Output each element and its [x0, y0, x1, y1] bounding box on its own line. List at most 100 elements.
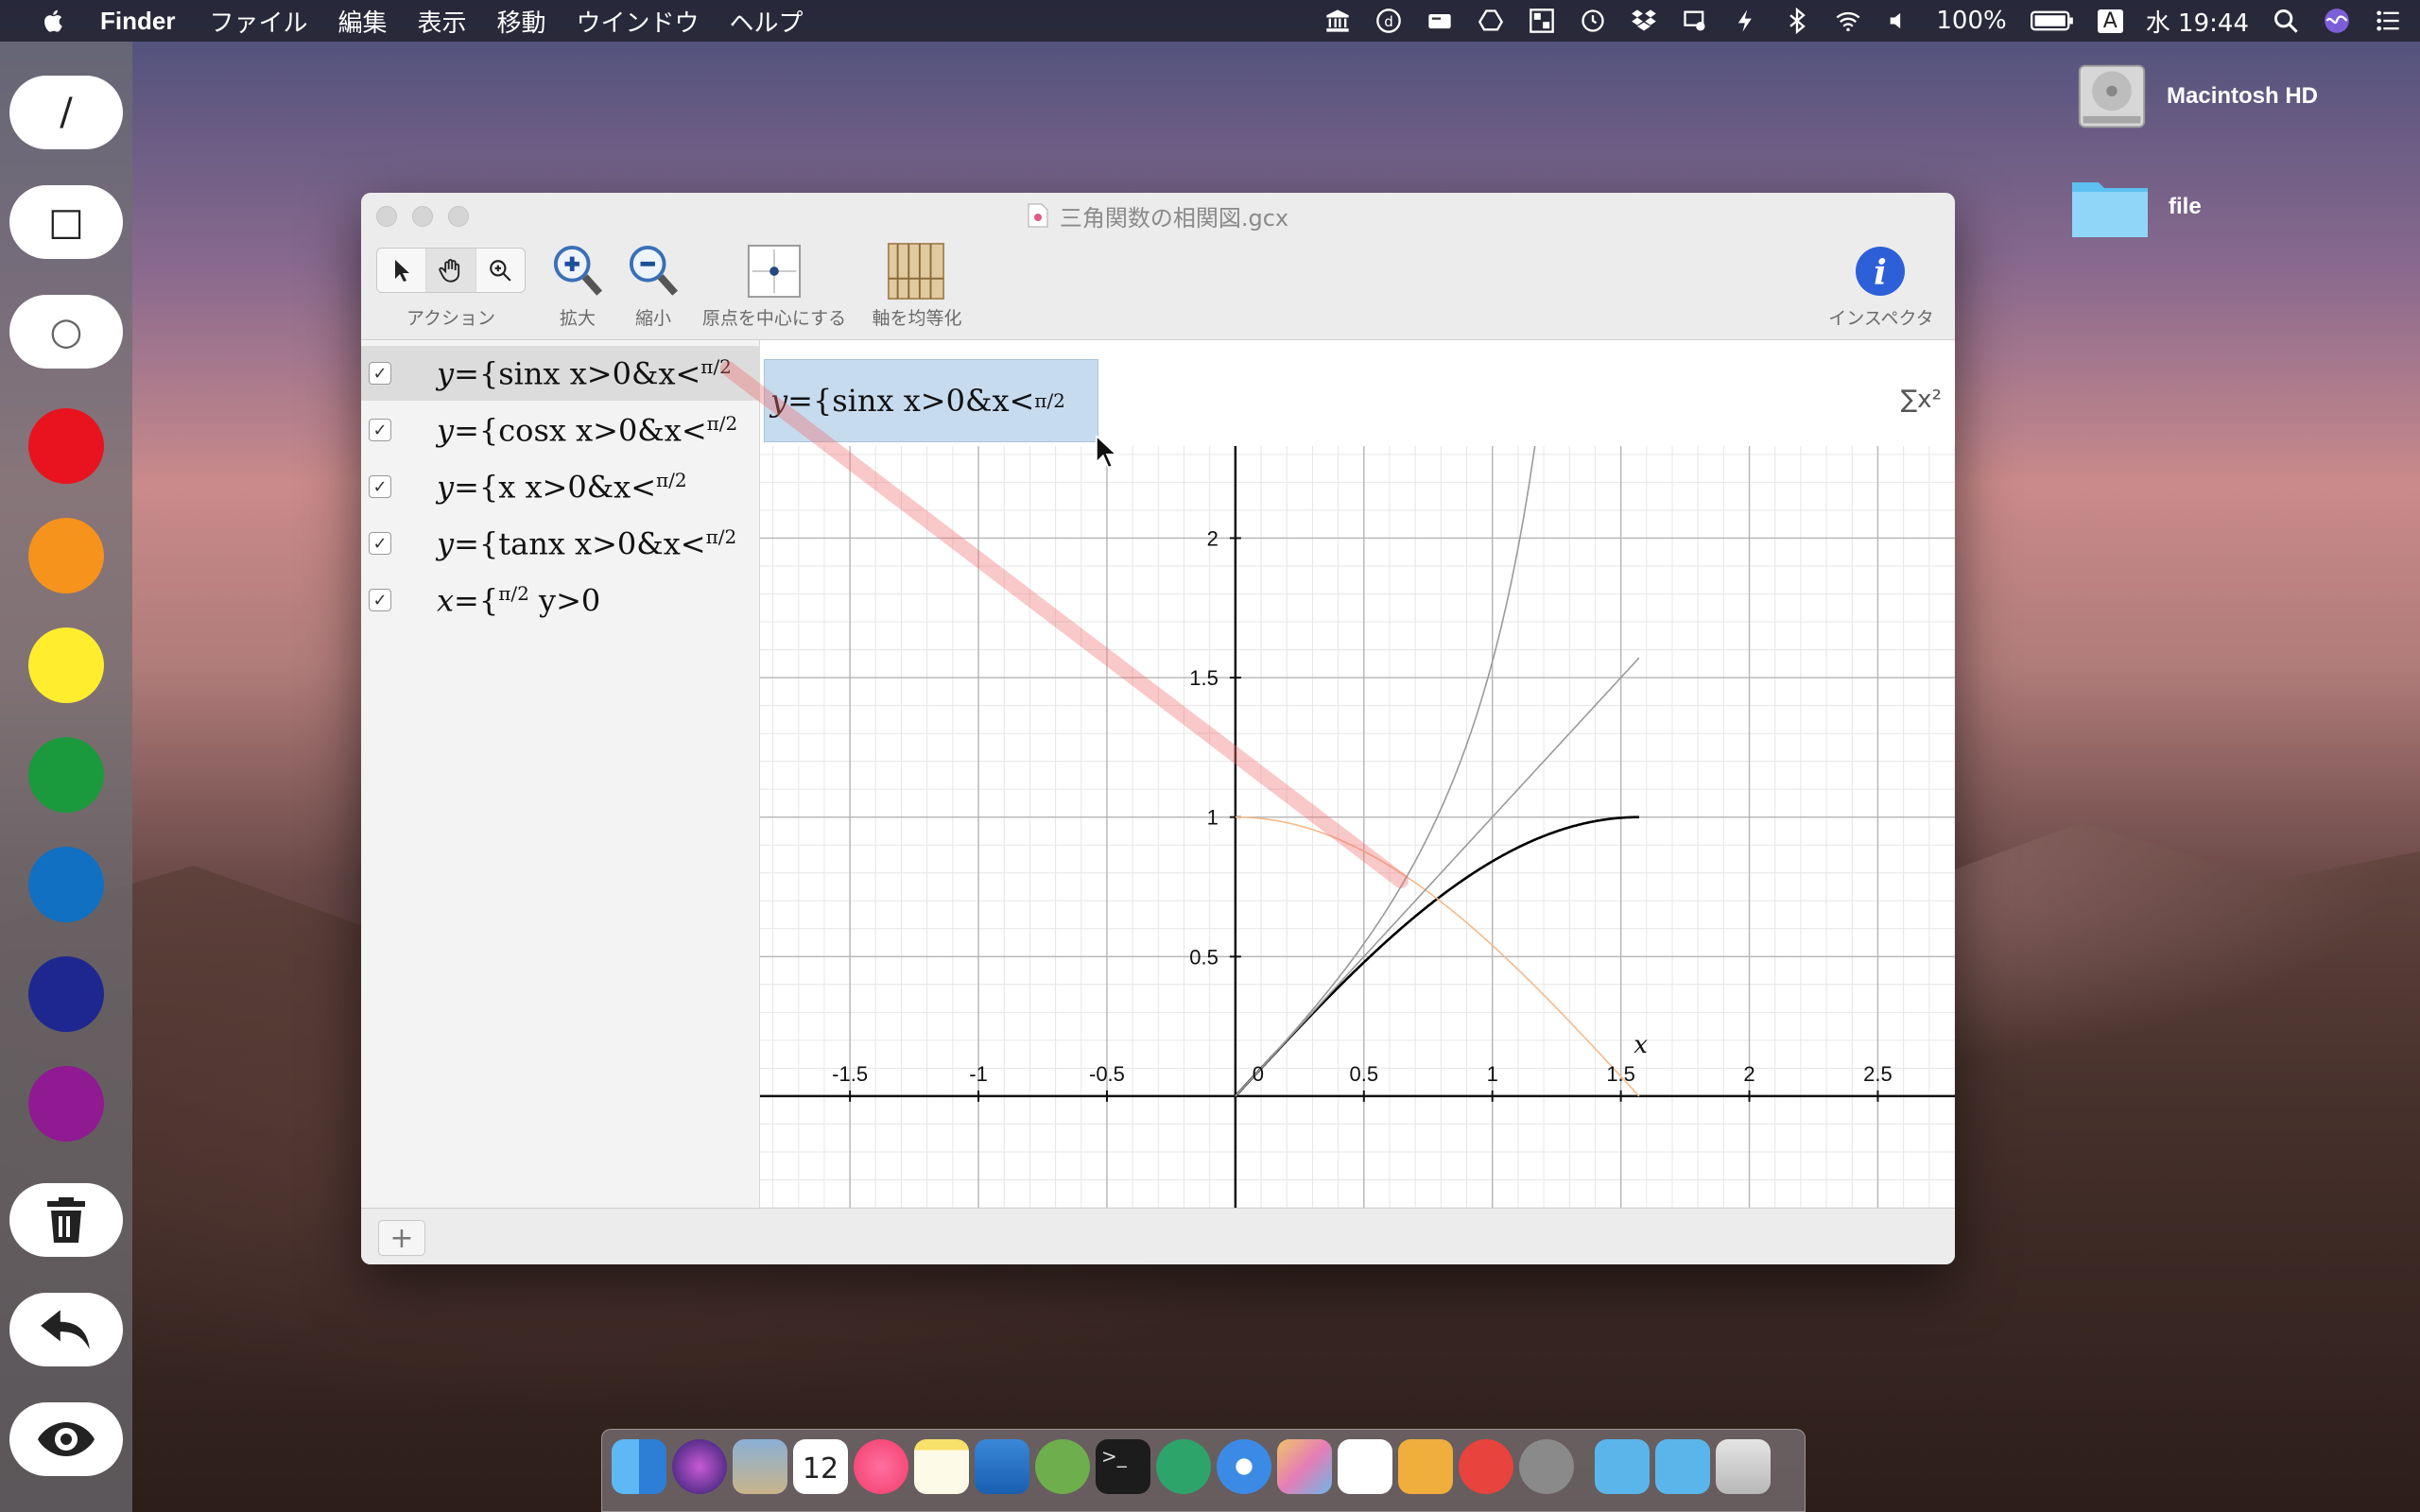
- x-tick-label: -0.5: [1089, 1062, 1125, 1086]
- menu-clock[interactable]: 水 19:44: [2145, 9, 2249, 38]
- color-orange-button[interactable]: [28, 518, 104, 593]
- equation-row[interactable]: ✓ y={x x>0&x<π/2: [361, 459, 760, 514]
- menu-window[interactable]: ウインドウ: [576, 9, 700, 38]
- y-tick-label: 0.5: [1189, 945, 1219, 969]
- equation-row[interactable]: ✓ y={sinx x>0&x<π/2: [361, 346, 760, 401]
- grid-app-icon[interactable]: [1529, 8, 1555, 34]
- safari-dock-icon[interactable]: [1217, 1439, 1271, 1494]
- visibility-button[interactable]: [9, 1402, 123, 1476]
- battery-percent[interactable]: 100%: [1936, 7, 2007, 35]
- zoom-out-icon: [629, 246, 679, 296]
- calendar-dock-icon[interactable]: 12: [793, 1439, 848, 1494]
- y-tick-label: 2: [1207, 526, 1219, 550]
- x-tick-label: 0.5: [1349, 1062, 1378, 1086]
- color-yellow-button[interactable]: [28, 627, 104, 703]
- xcode-dock-icon[interactable]: [975, 1439, 1029, 1494]
- spotlight-search-icon[interactable]: [2273, 8, 2299, 34]
- undo-button[interactable]: [9, 1293, 123, 1366]
- inspector-button[interactable]: i: [1851, 242, 1910, 301]
- trash-button[interactable]: [9, 1183, 123, 1257]
- terminal-dock-icon[interactable]: >_: [1096, 1439, 1150, 1494]
- menu-view[interactable]: 表示: [417, 9, 467, 38]
- siri-dock-icon[interactable]: [672, 1439, 727, 1494]
- color-red-button[interactable]: [28, 408, 104, 484]
- apple-icon[interactable]: [40, 7, 68, 35]
- close-window-button[interactable]: [376, 206, 397, 227]
- minimize-window-button[interactable]: [412, 206, 433, 227]
- desktop-item-file[interactable]: file: [2070, 174, 2202, 240]
- battery-icon[interactable]: [2030, 8, 2074, 34]
- numbers-dock-icon[interactable]: [1338, 1439, 1392, 1494]
- notes-dock-icon[interactable]: [914, 1439, 969, 1494]
- menu-file[interactable]: ファイル: [209, 9, 308, 38]
- magnifier-icon: [490, 260, 511, 282]
- equalize-axes-button[interactable]: [887, 242, 945, 301]
- documents-folder-dock-icon[interactable]: [1655, 1439, 1710, 1494]
- itunes-dock-icon[interactable]: [854, 1439, 908, 1494]
- magnify-tool-button[interactable]: [476, 249, 525, 292]
- notification-center-icon[interactable]: [2375, 8, 2401, 34]
- menu-go[interactable]: 移動: [496, 9, 546, 38]
- d-circle-icon[interactable]: d: [1375, 8, 1402, 34]
- equation-row[interactable]: ✓ x={π/2 y>0: [361, 573, 760, 627]
- equation-row[interactable]: ✓ y={tanx x>0&x<π/2: [361, 516, 760, 571]
- grapher-dock-icon[interactable]: [1277, 1439, 1332, 1494]
- bank-icon[interactable]: [1324, 8, 1351, 34]
- color-navy-button[interactable]: [28, 956, 104, 1032]
- android-studio-dock-icon[interactable]: [1035, 1439, 1090, 1494]
- pointer-tool-button[interactable]: [377, 249, 427, 292]
- google-drive-icon[interactable]: [1478, 8, 1504, 34]
- finder-dock-icon[interactable]: [612, 1439, 666, 1494]
- equation-visibility-checkbox[interactable]: ✓: [369, 589, 391, 611]
- bluetooth-icon[interactable]: [1784, 7, 1810, 35]
- svg-text:i: i: [1874, 253, 1887, 293]
- drive-box-icon[interactable]: [1426, 8, 1453, 34]
- graph-plot[interactable]: -1.5 -1 -0.5 0 0.5 1 1.5 2 2.5 2 1.5 1 0.5 x: [746, 308, 1955, 1209]
- wifi-icon[interactable]: [1835, 8, 1861, 34]
- menu-help[interactable]: ヘルプ: [729, 9, 804, 38]
- system-preferences-dock-icon[interactable]: [1519, 1439, 1574, 1494]
- graph-canvas[interactable]: -1.5 -1 -0.5 0 0.5 1 1.5 2 2.5 2 1.5 1 0.5 x: [746, 308, 1955, 1209]
- bolt-icon[interactable]: [1733, 8, 1759, 34]
- trash-dock-icon[interactable]: [1716, 1439, 1771, 1494]
- flower-app-dock-icon[interactable]: [1459, 1439, 1513, 1494]
- y-tick-label: 1.5: [1189, 666, 1219, 690]
- menu-edit[interactable]: 編集: [337, 9, 388, 38]
- zoom-window-button[interactable]: [448, 206, 469, 227]
- equation-visibility-checkbox[interactable]: ✓: [369, 419, 391, 441]
- equation-visibility-checkbox[interactable]: ✓: [369, 475, 391, 498]
- siri-icon[interactable]: [2324, 8, 2350, 34]
- add-equation-button[interactable]: +: [378, 1220, 425, 1256]
- hand-tool-button[interactable]: [426, 249, 476, 292]
- color-purple-button[interactable]: [28, 1066, 104, 1142]
- downloads-folder-dock-icon[interactable]: [1595, 1439, 1650, 1494]
- equation-input[interactable]: y={sinx x>0&x< π/2: [764, 359, 1098, 442]
- y-tick-label: 1: [1207, 806, 1219, 830]
- zoom-in-button[interactable]: [548, 242, 607, 301]
- rectangle-tool-button[interactable]: □: [9, 185, 123, 259]
- equation-row[interactable]: ✓ y={cosx x>0&x<π/2: [361, 403, 760, 457]
- preview-dock-icon[interactable]: [733, 1439, 787, 1494]
- keychain-icon[interactable]: [1682, 8, 1708, 34]
- color-green-button[interactable]: [28, 737, 104, 813]
- desktop-item-label: Macintosh HD: [2167, 83, 2319, 109]
- volume-icon[interactable]: [1886, 8, 1912, 34]
- center-origin-button[interactable]: [745, 242, 804, 301]
- atom-dock-icon[interactable]: [1156, 1439, 1211, 1494]
- equation-palette-button[interactable]: ∑x²: [1900, 386, 1942, 414]
- time-machine-icon[interactable]: [1580, 8, 1606, 34]
- equation-visibility-checkbox[interactable]: ✓: [369, 532, 391, 555]
- color-blue-button[interactable]: [28, 847, 104, 922]
- desktop-item-macintosh-hd[interactable]: Macintosh HD: [2076, 59, 2318, 134]
- line-tool-button[interactable]: /: [9, 76, 123, 149]
- center-origin-icon: [747, 244, 802, 299]
- zoom-out-button[interactable]: [624, 242, 683, 301]
- dropbox-icon[interactable]: [1631, 8, 1657, 34]
- action-segmented-control[interactable]: [376, 248, 526, 293]
- equation-visibility-checkbox[interactable]: ✓: [369, 362, 391, 385]
- folder-icon: [2072, 182, 2148, 237]
- ellipse-tool-button[interactable]: ○: [9, 295, 123, 369]
- app-menu-finder[interactable]: Finder: [100, 6, 176, 35]
- input-source-indicator[interactable]: A: [2097, 9, 2123, 33]
- sublime-dock-icon[interactable]: [1398, 1439, 1453, 1494]
